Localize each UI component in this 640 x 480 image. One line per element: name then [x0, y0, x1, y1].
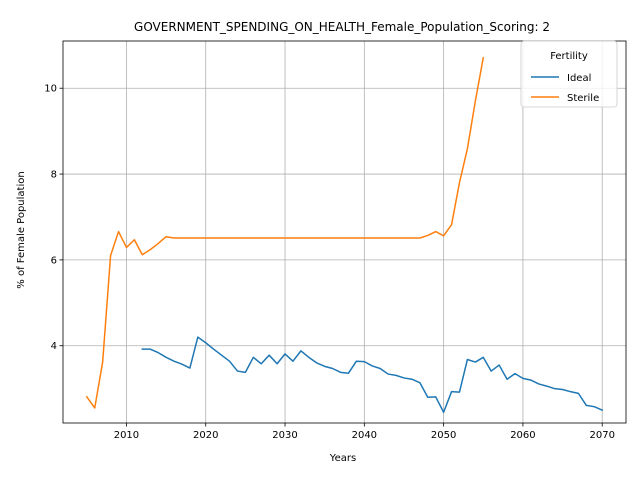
x-axis-label: Years — [329, 453, 356, 464]
plot-frame — [62, 40, 627, 424]
legend-label-ideal: Ideal — [567, 73, 591, 84]
legend-label-sterile: Sterile — [567, 93, 599, 104]
x-tick-label: 2050 — [431, 430, 456, 441]
x-tick-label: 2060 — [510, 430, 535, 441]
legend-title: Fertility — [550, 51, 588, 62]
y-tick-label: 10 — [44, 84, 57, 95]
x-tick-label: 2020 — [193, 430, 218, 441]
legend-box — [520, 40, 618, 108]
x-tick-label: 2070 — [589, 430, 614, 441]
series-line-sterile — [85, 56, 485, 409]
series-lines — [85, 56, 604, 414]
y-tick-label: 4 — [51, 341, 57, 352]
x-tick-label: 2030 — [272, 430, 297, 441]
legend: Fertility Ideal Sterile — [520, 40, 618, 108]
y-tick-label: 6 — [51, 255, 57, 266]
y-axis-label: % of Female Population — [16, 171, 27, 288]
chart-title: GOVERNMENT_SPENDING_ON_HEALTH_Female_Pop… — [134, 20, 550, 34]
series-line-ideal — [141, 336, 604, 414]
x-tick-label: 2040 — [352, 430, 377, 441]
y-axis-ticks: 4 6 8 10 — [44, 84, 63, 352]
x-axis-ticks: 2010 2020 2030 2040 2050 2060 2070 — [114, 423, 615, 441]
x-tick-label: 2010 — [114, 430, 139, 441]
y-tick-label: 8 — [51, 170, 57, 181]
